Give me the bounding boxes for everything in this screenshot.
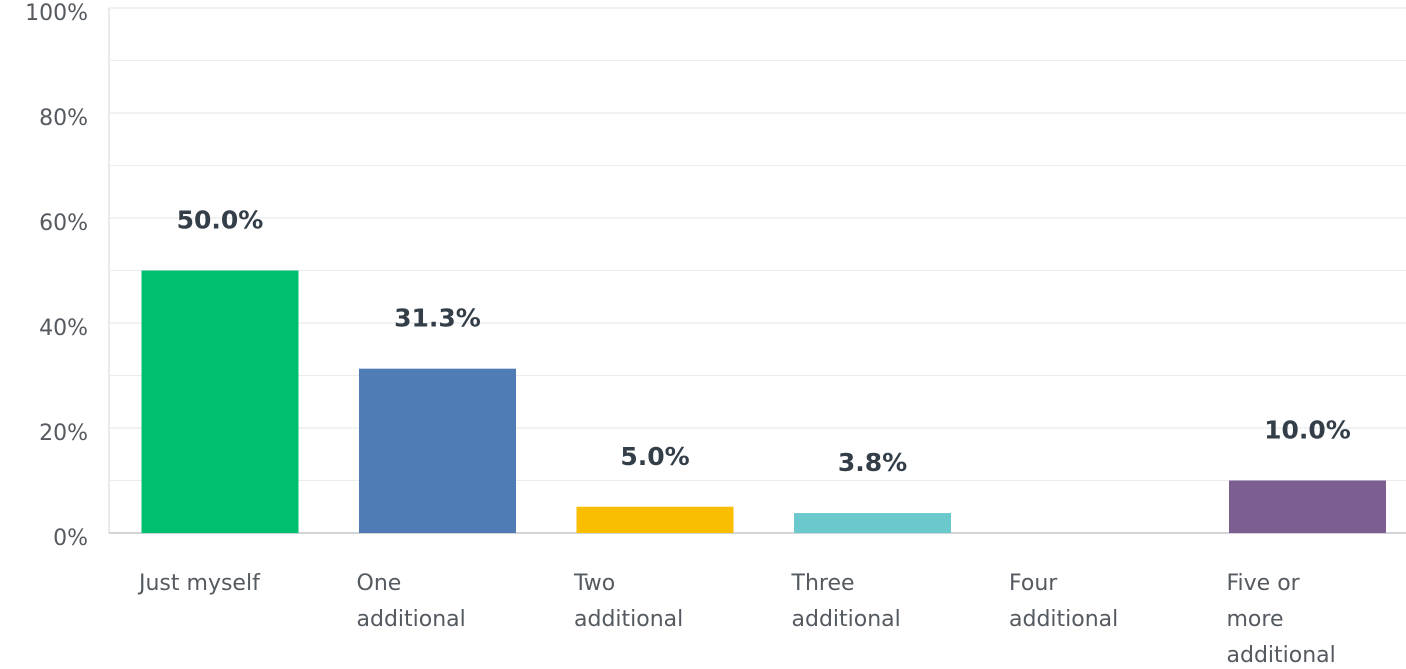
bar [141, 270, 299, 533]
data-labels: 50.0% 31.3% 5.0% 3.8% 10.0% [177, 206, 1351, 478]
bar [794, 513, 951, 533]
bar [1229, 480, 1386, 533]
bars [141, 270, 1386, 533]
y-tick-label: 60% [39, 211, 88, 236]
y-axis-tick-labels: 0% 20% 40% 60% 80% 100% [25, 1, 88, 551]
y-tick-label: 20% [39, 421, 88, 446]
category-label: Five or more additional [1227, 571, 1336, 668]
x-axis-category-labels: Just myself One additional Two additional Thr… [137, 571, 1336, 668]
y-tick-label: 80% [39, 106, 88, 131]
data-label: 10.0% [1264, 416, 1351, 445]
data-label: 5.0% [620, 442, 689, 471]
y-tick-label: 0% [53, 526, 88, 551]
data-label: 50.0% [177, 206, 264, 235]
bar [359, 368, 516, 533]
category-label: Two additional [573, 571, 683, 632]
category-label: Four additional [1009, 571, 1118, 632]
category-label: Three additional [791, 571, 901, 632]
gridlines [108, 7, 1406, 534]
data-label: 3.8% [838, 448, 907, 477]
category-label: Just myself [137, 571, 261, 596]
bar [576, 506, 734, 533]
y-tick-label: 100% [25, 1, 88, 26]
data-label: 31.3% [394, 304, 481, 333]
category-label: One additional [357, 571, 466, 632]
y-tick-label: 40% [39, 316, 88, 341]
